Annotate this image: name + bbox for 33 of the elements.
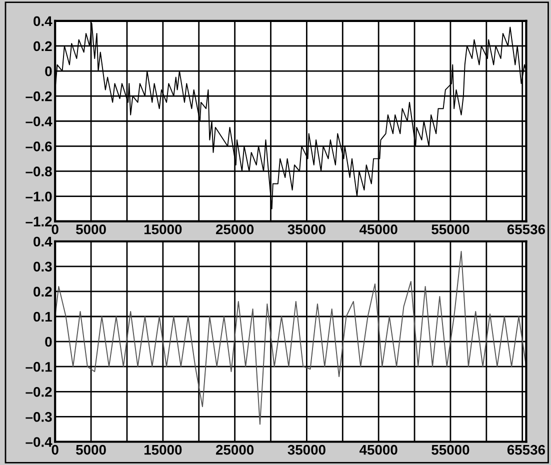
x-tick-label: 45000 (359, 444, 398, 455)
y-tick-label: –0.8 (26, 166, 52, 176)
y-tick-label: –0.3 (26, 412, 52, 422)
y-tick-label: –0.6 (26, 142, 52, 152)
x-tick-label: 25000 (216, 224, 254, 234)
x-tick-label: 15000 (144, 444, 182, 455)
y-tick-label: –0.2 (26, 91, 52, 102)
y-tick-label: –0.2 (26, 386, 52, 397)
y-tick-label: 0.2 (34, 286, 52, 297)
y-tick-label: 0.3 (34, 262, 52, 272)
y-tick-label: –0.1 (26, 362, 52, 372)
x-tick-label: 35000 (288, 224, 326, 234)
y-tick-label: 0 (45, 336, 52, 347)
y-tick-label: –0.4 (26, 116, 52, 126)
line-series (55, 250, 526, 425)
y-tick-label: 0 (45, 66, 52, 76)
x-tick-label: 25000 (216, 444, 254, 455)
y-tick-label: –1.0 (26, 192, 52, 202)
x-tick-label: 45000 (359, 224, 398, 234)
y-tick-label: 0.2 (34, 41, 52, 52)
y-tick-label: 0.4 (34, 16, 52, 26)
x-tick-label: 55000 (432, 224, 470, 234)
y-tick-label: –0.4 (26, 437, 52, 447)
x-tick-label: 5000 (76, 444, 106, 455)
y-tick-label: –1.2 (26, 216, 52, 226)
y-tick-label: 0.1 (34, 312, 52, 322)
x-tick-label: 65536 (507, 224, 546, 234)
x-tick-label: 55000 (432, 444, 470, 455)
y-tick-label: 0.4 (34, 236, 52, 247)
x-tick-label: 65536 (507, 444, 546, 455)
x-tick-label: 5000 (76, 224, 106, 234)
x-tick-label: 35000 (288, 444, 326, 455)
x-tick-label: 15000 (144, 224, 182, 234)
